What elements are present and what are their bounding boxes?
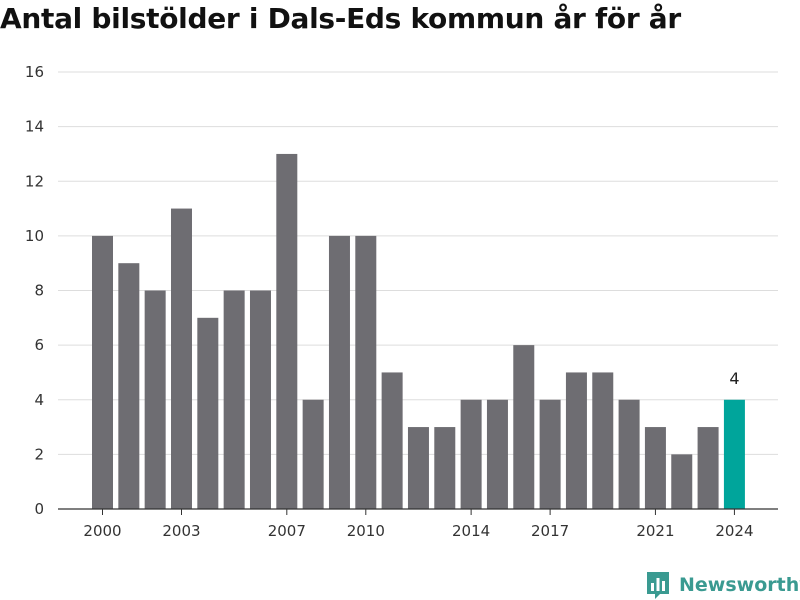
y-axis-tick-labels: 0 2 4 6 8 10 12 14 16 (25, 63, 44, 518)
grid-lines (58, 71, 778, 455)
y-tick-label: 0 (34, 500, 44, 518)
brand-name: Newsworthy (679, 574, 800, 596)
bar (592, 372, 614, 509)
x-tick-label: 2021 (636, 522, 674, 540)
x-axis (58, 508, 778, 515)
x-tick-label: 2010 (347, 522, 385, 540)
bar (355, 235, 377, 509)
chart-title: Antal bilstölder i Dals-Eds kommun år fö… (0, 2, 681, 35)
x-tick-label: 2014 (452, 522, 490, 540)
bar (144, 290, 166, 509)
y-tick-label: 12 (25, 172, 44, 190)
y-tick-label: 6 (34, 336, 44, 354)
brand-logo: Newsworthy (645, 570, 800, 600)
bar-highlight (723, 399, 745, 509)
y-tick-label: 8 (34, 282, 44, 300)
x-axis-tick-labels: 2000 2003 2007 2010 2014 2017 2021 2024 (83, 522, 753, 540)
y-tick-label: 4 (34, 391, 44, 409)
x-tick-label: 2024 (715, 522, 753, 540)
bar (302, 399, 324, 509)
x-tick-label: 2003 (162, 522, 200, 540)
y-tick-label: 16 (25, 63, 44, 81)
bar (170, 208, 192, 509)
y-tick-label: 14 (25, 118, 44, 136)
bar (328, 235, 350, 509)
bar (434, 427, 456, 509)
newsworthy-logo-icon (647, 572, 669, 599)
bar (539, 399, 561, 509)
bar (276, 153, 298, 509)
y-tick-label: 2 (34, 445, 44, 463)
bar (249, 290, 271, 509)
bar (407, 427, 429, 509)
bar (644, 427, 666, 509)
bar (565, 372, 587, 509)
bar (671, 454, 693, 509)
bar (697, 427, 719, 509)
bar (460, 399, 482, 509)
bar (513, 345, 535, 509)
bar (197, 317, 219, 509)
bar (223, 290, 245, 509)
bars (92, 153, 745, 509)
data-labels: 4 (729, 369, 739, 388)
bar (381, 372, 403, 509)
bar (618, 399, 640, 509)
bar (486, 399, 508, 509)
bar (118, 263, 140, 509)
y-tick-label: 10 (25, 227, 44, 245)
data-label-highlight: 4 (729, 369, 739, 388)
x-tick-label: 2017 (531, 522, 569, 540)
x-tick-label: 2000 (83, 522, 121, 540)
x-tick-label: 2007 (268, 522, 306, 540)
bar (92, 235, 113, 509)
